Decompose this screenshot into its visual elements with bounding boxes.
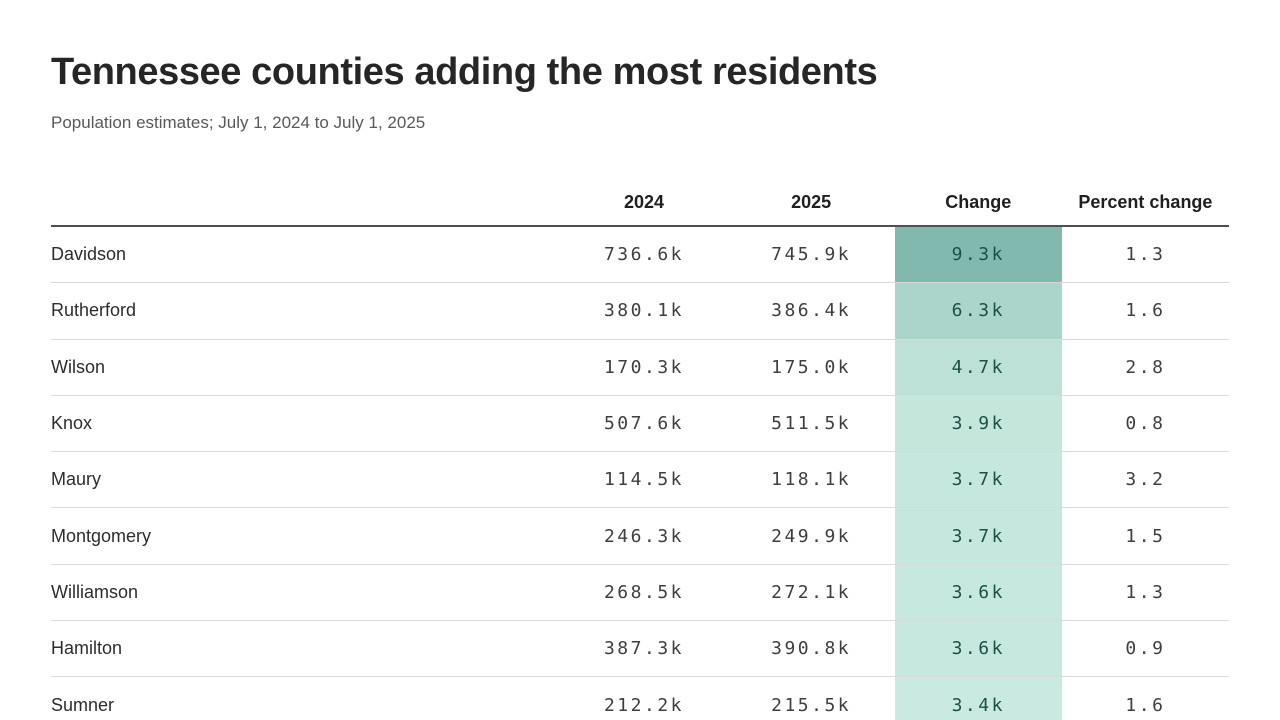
pop-2024-cell: 268.5k: [560, 564, 728, 622]
percent-change-cell: 3.2: [1061, 451, 1229, 509]
header-percent-change: Percent change: [1061, 160, 1229, 227]
change-cell: 6.3k: [894, 282, 1062, 340]
pop-2025-cell: 215.5k: [727, 676, 895, 720]
pop-2024-cell: 380.1k: [560, 282, 728, 340]
percent-change-cell: 1.3: [1061, 226, 1229, 284]
percent-change-cell: 0.9: [1061, 620, 1229, 678]
county-cell: Rutherford: [51, 282, 561, 340]
chart-title: Tennessee counties adding the most resid…: [51, 51, 878, 93]
county-cell: Knox: [51, 395, 561, 453]
header-county: [51, 160, 561, 227]
pop-2024-cell: 246.3k: [560, 507, 728, 565]
table-header: 2024 2025 Change Percent change: [51, 160, 1229, 227]
county-cell: Montgomery: [51, 507, 561, 565]
percent-change-cell: 2.8: [1061, 339, 1229, 396]
percent-change-cell: 1.5: [1061, 507, 1229, 565]
pop-2025-cell: 511.5k: [727, 395, 895, 453]
county-cell: Maury: [51, 451, 561, 509]
county-cell: Hamilton: [51, 620, 561, 678]
table-row: Sumner 212.2k 215.5k 3.4k 1.6: [51, 676, 1229, 720]
header-2024: 2024: [560, 160, 728, 227]
pop-2025-cell: 386.4k: [727, 282, 895, 340]
pop-2025-cell: 118.1k: [727, 451, 895, 509]
change-cell: 3.9k: [894, 395, 1062, 453]
pop-2024-cell: 507.6k: [560, 395, 728, 453]
table-row: Rutherford 380.1k 386.4k 6.3k 1.6: [51, 282, 1229, 340]
chart-subtitle: Population estimates; July 1, 2024 to Ju…: [51, 113, 426, 132]
change-cell: 3.6k: [894, 564, 1062, 622]
table-row: Williamson 268.5k 272.1k 3.6k 1.3: [51, 564, 1229, 622]
pop-2024-cell: 387.3k: [560, 620, 728, 678]
table-row: Maury 114.5k 118.1k 3.7k 3.2: [51, 451, 1229, 509]
pop-2024-cell: 736.6k: [560, 226, 728, 284]
pop-2025-cell: 745.9k: [727, 226, 895, 284]
pop-2025-cell: 249.9k: [727, 507, 895, 565]
pop-2024-cell: 170.3k: [560, 339, 728, 396]
county-cell: Sumner: [51, 676, 561, 720]
table-body: Davidson 736.6k 745.9k 9.3k 1.3 Rutherfo…: [51, 226, 1229, 720]
header-row: 2024 2025 Change Percent change: [51, 160, 1229, 227]
population-table: 2024 2025 Change Percent change Davidson…: [51, 160, 1229, 720]
percent-change-cell: 1.6: [1061, 282, 1229, 340]
pop-2025-cell: 390.8k: [727, 620, 895, 678]
header-change: Change: [894, 160, 1062, 227]
table-row: Hamilton 387.3k 390.8k 3.6k 0.9: [51, 620, 1229, 678]
table-row: Montgomery 246.3k 249.9k 3.7k 1.5: [51, 507, 1229, 565]
county-cell: Wilson: [51, 339, 561, 396]
pop-2024-cell: 212.2k: [560, 676, 728, 720]
header-2025: 2025: [727, 160, 895, 227]
percent-change-cell: 1.3: [1061, 564, 1229, 622]
percent-change-cell: 0.8: [1061, 395, 1229, 453]
table-row: Davidson 736.6k 745.9k 9.3k 1.3: [51, 226, 1229, 284]
pop-2025-cell: 175.0k: [727, 339, 895, 396]
percent-change-cell: 1.6: [1061, 676, 1229, 720]
change-cell: 3.4k: [894, 676, 1062, 720]
change-cell: 3.6k: [894, 620, 1062, 678]
pop-2024-cell: 114.5k: [560, 451, 728, 509]
change-cell: 9.3k: [894, 226, 1062, 284]
table-row: Knox 507.6k 511.5k 3.9k 0.8: [51, 395, 1229, 453]
county-cell: Williamson: [51, 564, 561, 622]
county-cell: Davidson: [51, 226, 561, 284]
table-row: Wilson 170.3k 175.0k 4.7k 2.8: [51, 339, 1229, 396]
change-cell: 3.7k: [894, 507, 1062, 565]
change-cell: 3.7k: [894, 451, 1062, 509]
change-cell: 4.7k: [894, 339, 1062, 396]
pop-2025-cell: 272.1k: [727, 564, 895, 622]
